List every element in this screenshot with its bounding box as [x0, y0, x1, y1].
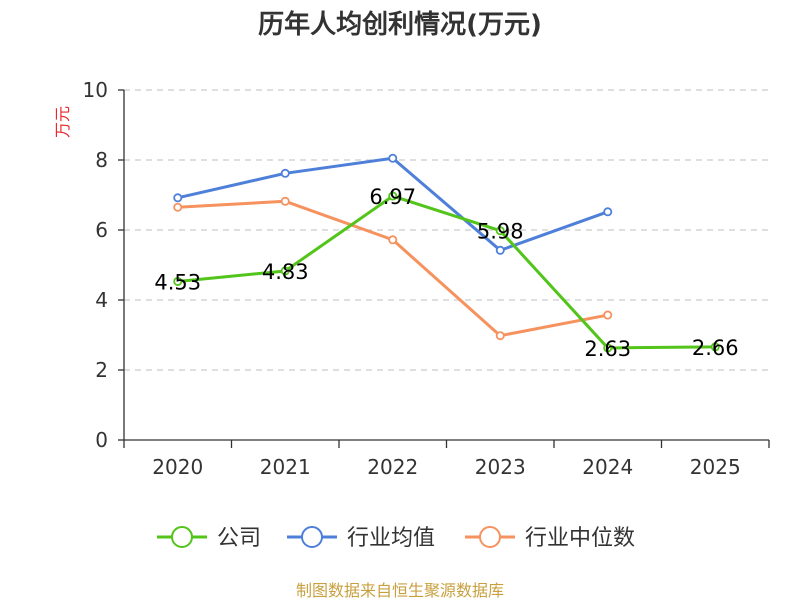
chart-title: 历年人均创利情况(万元) [258, 9, 542, 40]
x-tick-label: 2024 [582, 455, 633, 479]
data-point[interactable] [495, 226, 505, 236]
y-tick-label: 0 [95, 428, 108, 452]
x-ticks: 2020 2021 2022 2023 2024 2025 [123, 440, 770, 479]
data-labels: 4.53 4.83 6.97 5.98 2.63 2.66 [154, 185, 738, 361]
legend-marker [301, 526, 323, 548]
data-point[interactable] [388, 235, 398, 245]
data-label: 6.97 [369, 185, 416, 209]
data-point[interactable] [603, 343, 613, 353]
y-ticks: 0 2 4 6 8 10 [83, 78, 124, 452]
data-point[interactable] [280, 196, 290, 206]
legend-label: 行业均值 [347, 526, 435, 551]
y-tick-label: 8 [95, 148, 108, 172]
data-point[interactable] [388, 153, 398, 163]
data-point[interactable] [280, 266, 290, 276]
data-label: 2.66 [692, 336, 739, 360]
data-point[interactable] [173, 193, 183, 203]
data-point[interactable] [173, 276, 183, 286]
data-label: 4.83 [262, 260, 309, 284]
legend-label: 公司 [217, 526, 261, 551]
data-point[interactable] [495, 331, 505, 341]
series-line [177, 194, 716, 350]
y-tick-label: 10 [83, 78, 108, 102]
x-tick-label: 2022 [367, 455, 418, 479]
legend-item-industry-median[interactable]: 行业中位数 [465, 526, 635, 551]
data-point[interactable] [710, 342, 720, 352]
y-tick-label: 6 [95, 218, 108, 242]
axes [123, 90, 769, 441]
y-axis-label: 万元 [53, 106, 72, 138]
series-group [173, 153, 720, 353]
source-note: 制图数据来自恒生聚源数据库 [296, 581, 504, 600]
x-tick-label: 2021 [260, 455, 311, 479]
legend-label: 行业中位数 [525, 526, 635, 551]
series-industry-mean [173, 153, 613, 255]
series-line [177, 199, 609, 338]
data-label: 4.53 [154, 270, 201, 294]
y-tick-label: 4 [95, 288, 108, 312]
legend-marker [171, 526, 193, 548]
gridlines [124, 89, 769, 371]
data-point[interactable] [388, 191, 398, 201]
x-tick-label: 2020 [152, 455, 203, 479]
series-company [173, 191, 720, 353]
legend-marker [479, 526, 501, 548]
data-point[interactable] [280, 168, 290, 178]
x-tick-label: 2025 [690, 455, 741, 479]
data-point[interactable] [603, 207, 613, 217]
series-industry-median [173, 196, 613, 341]
data-label: 5.98 [477, 220, 524, 244]
data-label: 2.63 [584, 337, 631, 361]
data-point[interactable] [603, 310, 613, 320]
legend[interactable]: 公司 行业均值 行业中位数 [157, 526, 635, 551]
x-tick-label: 2023 [475, 455, 526, 479]
legend-item-industry-mean[interactable]: 行业均值 [287, 526, 435, 551]
y-tick-label: 2 [95, 358, 108, 382]
data-point[interactable] [495, 245, 505, 255]
legend-item-company[interactable]: 公司 [157, 526, 261, 551]
data-point[interactable] [173, 202, 183, 212]
